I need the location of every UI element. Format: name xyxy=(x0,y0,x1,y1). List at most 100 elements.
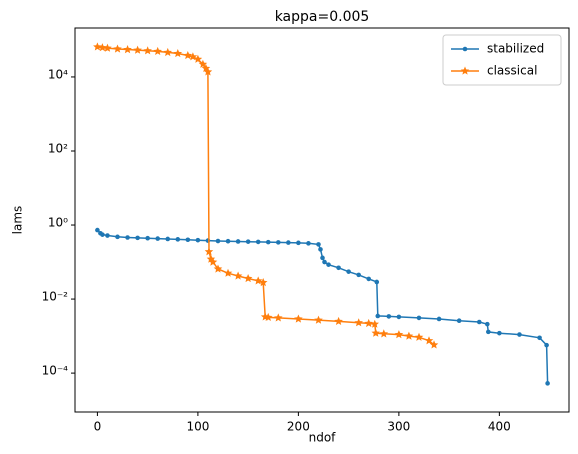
point xyxy=(225,238,231,244)
point xyxy=(429,340,439,349)
point xyxy=(133,45,142,54)
point xyxy=(336,265,341,271)
x-tick-label: 400 xyxy=(488,420,511,434)
point xyxy=(185,237,191,243)
legend-label: stabilized xyxy=(487,42,544,56)
y-tick-label: 10² xyxy=(48,141,68,155)
point xyxy=(364,318,373,328)
series-line xyxy=(96,229,549,384)
point xyxy=(183,51,193,60)
point xyxy=(93,42,102,51)
point xyxy=(243,274,253,283)
point xyxy=(320,255,325,261)
point xyxy=(375,313,381,319)
point xyxy=(175,237,181,242)
point xyxy=(115,234,120,240)
point xyxy=(316,242,321,247)
legend-marker xyxy=(460,66,470,75)
point xyxy=(436,316,442,322)
point xyxy=(374,279,380,285)
series-line xyxy=(97,46,435,346)
legend-label: classical xyxy=(487,64,537,78)
point xyxy=(306,241,311,246)
point xyxy=(98,43,107,52)
point xyxy=(213,264,223,273)
point xyxy=(326,262,331,267)
point xyxy=(258,278,268,287)
plot-area xyxy=(74,27,570,413)
point xyxy=(145,235,150,241)
y-tick-label: 10⁻⁴ xyxy=(42,364,69,378)
point xyxy=(100,232,105,237)
point xyxy=(208,257,218,266)
point xyxy=(265,239,271,245)
point xyxy=(404,331,414,340)
point xyxy=(95,227,100,233)
point xyxy=(105,233,110,238)
point xyxy=(486,329,491,335)
point xyxy=(135,235,140,241)
y-axis-label: lams xyxy=(11,206,25,235)
point xyxy=(165,236,171,242)
point xyxy=(379,329,389,338)
point xyxy=(204,247,214,256)
point xyxy=(396,314,402,320)
point xyxy=(314,315,323,324)
point xyxy=(155,236,161,241)
point xyxy=(544,342,549,348)
x-tick-label: 200 xyxy=(287,420,310,434)
point xyxy=(245,239,251,244)
point xyxy=(294,314,303,323)
point xyxy=(356,272,361,278)
point xyxy=(163,47,172,57)
point xyxy=(296,240,301,246)
point xyxy=(517,332,522,337)
x-tick-label: 300 xyxy=(387,420,410,434)
point xyxy=(123,45,132,54)
point xyxy=(394,330,404,339)
point xyxy=(485,321,490,327)
y-tick-label: 10⁻² xyxy=(42,290,69,304)
point xyxy=(255,239,261,245)
point xyxy=(497,330,502,336)
point xyxy=(537,335,542,341)
point xyxy=(153,46,162,55)
point xyxy=(233,271,243,280)
point xyxy=(354,318,363,327)
point xyxy=(235,239,241,244)
point xyxy=(143,46,152,55)
x-axis-label: ndof xyxy=(309,431,337,445)
point xyxy=(264,312,273,321)
chart-title: kappa=0.005 xyxy=(275,9,370,25)
point xyxy=(215,238,221,244)
point xyxy=(346,269,351,274)
point xyxy=(195,237,201,243)
point xyxy=(253,276,263,285)
point xyxy=(318,247,323,252)
y-tick-label: 10⁰ xyxy=(48,216,68,230)
point xyxy=(476,319,482,325)
point xyxy=(173,49,183,58)
legend: stabilized classical xyxy=(442,34,562,86)
point xyxy=(386,314,392,319)
point xyxy=(424,336,434,345)
point xyxy=(286,240,291,245)
point xyxy=(334,316,343,325)
x-tick-label: 0 xyxy=(94,420,102,434)
point xyxy=(113,44,122,53)
point xyxy=(416,315,422,321)
point xyxy=(203,67,213,76)
point xyxy=(198,59,208,68)
point xyxy=(366,276,372,282)
x-tick-label: 100 xyxy=(186,420,209,434)
point xyxy=(545,381,550,386)
point xyxy=(103,43,112,52)
point xyxy=(125,235,130,240)
legend-marker xyxy=(462,46,468,52)
point xyxy=(456,318,462,324)
y-tick-label: 10⁴ xyxy=(48,67,68,81)
point xyxy=(188,52,198,61)
point xyxy=(275,240,281,245)
legend-box xyxy=(442,34,562,86)
